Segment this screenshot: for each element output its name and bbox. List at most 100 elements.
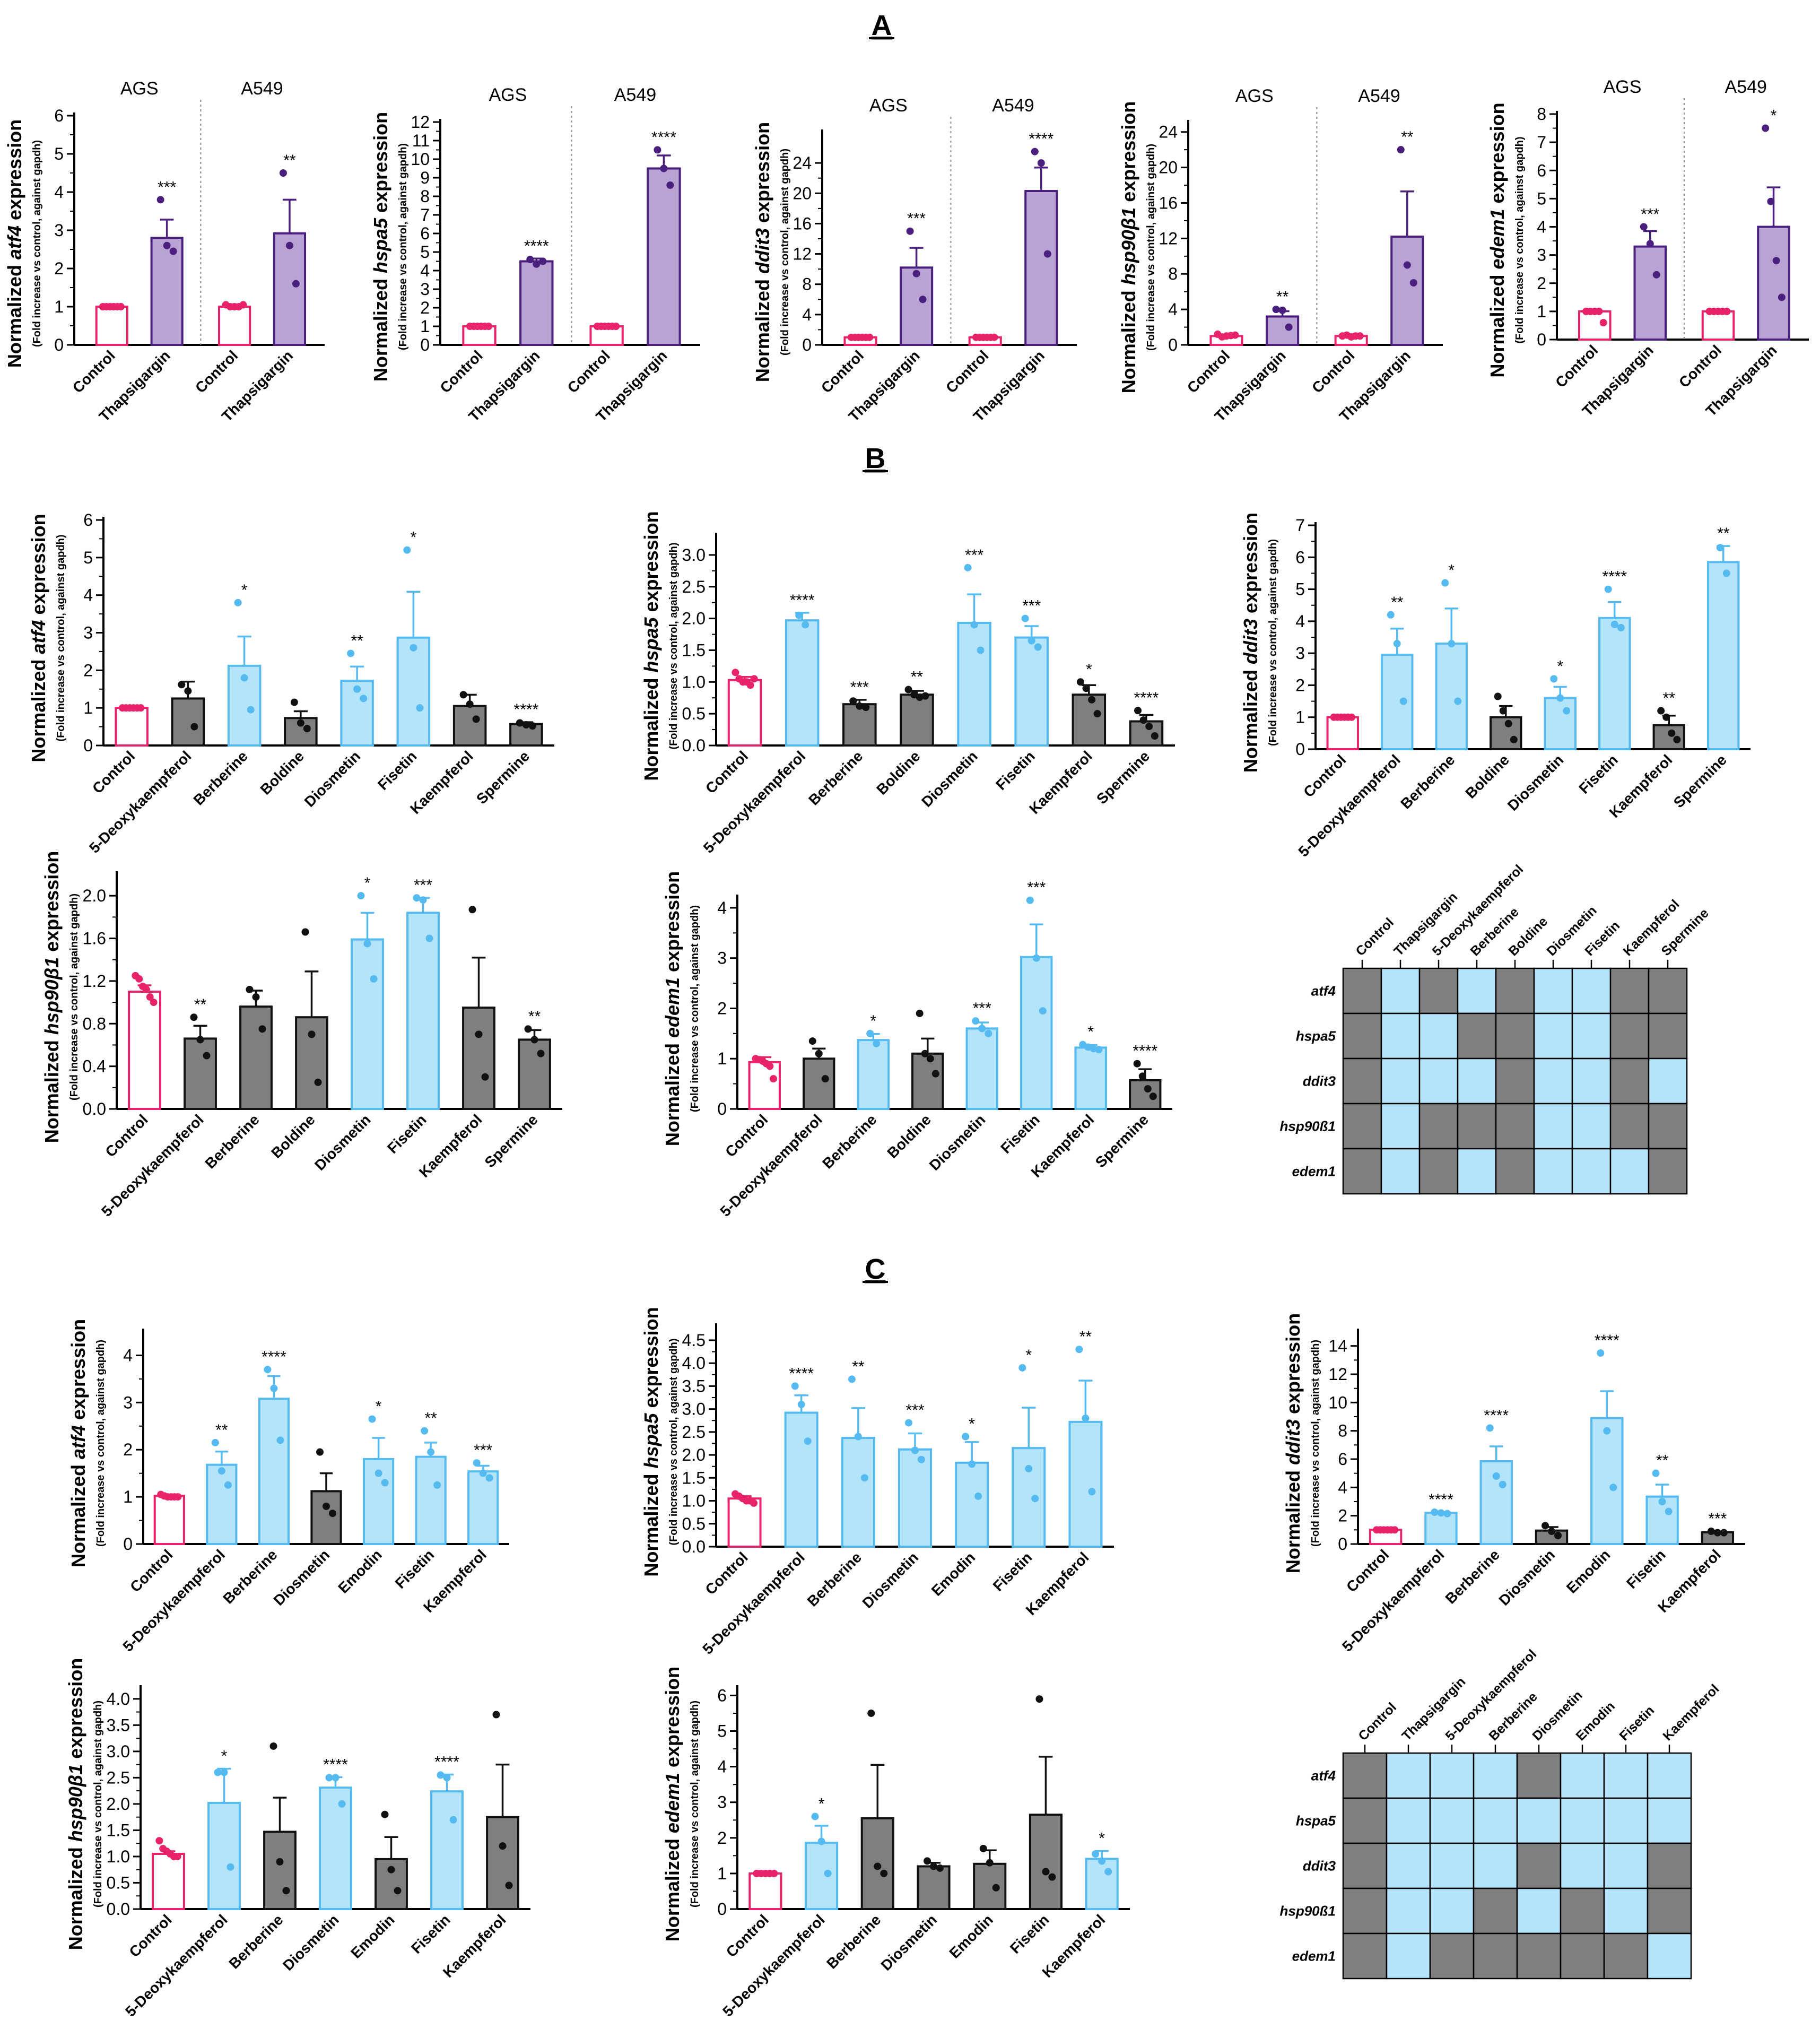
heatmap-cell xyxy=(1647,1797,1692,1844)
y-axis-sublabel: (Fold increase vs control, against gapdh… xyxy=(1267,539,1279,746)
heatmap-cell xyxy=(1603,1842,1649,1889)
data-point xyxy=(1042,1868,1050,1876)
x-tick-label: Control xyxy=(818,347,867,396)
data-point xyxy=(1556,694,1564,702)
y-tick-label: 0.8 xyxy=(83,1014,106,1033)
y-tick-label: 1.5 xyxy=(682,1468,706,1487)
x-tick-label: Diosmetin xyxy=(918,748,981,810)
heatmap-cell xyxy=(1560,1752,1605,1799)
data-point xyxy=(419,896,427,904)
data-point xyxy=(475,1030,483,1038)
data-point xyxy=(325,1774,333,1782)
data-point xyxy=(524,1025,532,1033)
x-tick-label: Spermine xyxy=(1093,748,1153,807)
data-point xyxy=(449,1816,457,1824)
heatmap-cell xyxy=(1609,967,1650,1014)
data-point xyxy=(537,1050,545,1057)
data-point xyxy=(1104,1868,1112,1876)
y-tick-label: 0 xyxy=(123,1534,133,1554)
y-axis-sublabel: (Fold increase vs control, against gapdh… xyxy=(689,905,701,1112)
y-tick-label: 24 xyxy=(1159,123,1178,142)
significance-label: **** xyxy=(262,1348,286,1366)
data-point xyxy=(363,940,371,948)
significance-label: *** xyxy=(850,679,869,696)
heatmap-cell xyxy=(1647,1842,1692,1889)
y-tick-label: 0 xyxy=(1168,335,1178,354)
x-tick-label: Fisetin xyxy=(992,748,1038,793)
bar xyxy=(1544,697,1577,750)
x-tick-label: Spermine xyxy=(482,1111,541,1170)
data-point xyxy=(968,1460,976,1468)
data-point xyxy=(353,685,361,693)
x-tick-label: Emodin xyxy=(928,1549,979,1599)
y-axis-sublabel: (Fold increase vs control, against gapdh… xyxy=(668,542,680,749)
y-axis-sublabel: (Fold increase vs control, against gapdh… xyxy=(92,1701,104,1907)
data-point xyxy=(1499,1481,1506,1488)
data-point xyxy=(270,1384,278,1392)
y-tick-label: 14 xyxy=(1328,1337,1347,1356)
heatmap-cell xyxy=(1648,1012,1688,1060)
x-tick-label: Emodin xyxy=(335,1546,385,1597)
significance-label: ** xyxy=(1276,288,1289,306)
heatmap-cell xyxy=(1386,1752,1431,1799)
y-tick-label: 2 xyxy=(123,1440,133,1459)
significance-label: * xyxy=(969,1416,975,1433)
y-tick-label: 0 xyxy=(1537,330,1546,349)
data-point xyxy=(912,270,920,277)
x-tick-label: Berberine xyxy=(225,1911,286,1972)
x-tick-label: Berberine xyxy=(819,1111,879,1172)
data-point xyxy=(1133,1060,1141,1068)
data-point xyxy=(142,985,150,993)
significance-label: * xyxy=(221,1748,228,1765)
y-tick-label: 3 xyxy=(1537,246,1546,265)
bar xyxy=(351,938,384,1111)
data-point xyxy=(479,1469,487,1477)
data-point xyxy=(387,1866,395,1874)
heatmap-row-label: ddit3 xyxy=(1303,1073,1336,1089)
chart-B2: 0.0 0.5 1.0 1.5 2.0 2.5 3.0 Normalized hspa5 ex… xyxy=(640,511,1175,856)
data-point xyxy=(1278,306,1286,314)
chart-B1: 0 1 2 3 4 5 6 Normalized atf4 expression (Fold i… xyxy=(28,510,554,856)
data-point xyxy=(203,1052,211,1060)
y-tick-label: 1.0 xyxy=(107,1847,130,1866)
data-point xyxy=(1272,306,1280,314)
x-tick-label: Control xyxy=(1552,342,1601,391)
data-point xyxy=(360,695,368,703)
data-point xyxy=(1031,1495,1039,1503)
data-point xyxy=(1092,1850,1100,1858)
x-tick-label: Spermine xyxy=(473,748,533,807)
heatmap-row-label: edem1 xyxy=(1292,1164,1336,1180)
data-point xyxy=(1409,279,1417,287)
y-tick-label: 10 xyxy=(411,150,430,169)
data-point xyxy=(911,1446,919,1454)
data-point xyxy=(1347,713,1355,721)
y-tick-label: 0 xyxy=(717,1900,727,1919)
bar xyxy=(748,1061,781,1111)
data-point xyxy=(612,323,620,330)
section-label-c: C xyxy=(865,1253,886,1285)
data-point xyxy=(1716,544,1724,552)
significance-label: **** xyxy=(1029,131,1053,148)
data-point xyxy=(1231,331,1239,339)
heatmap-cell xyxy=(1342,1842,1388,1889)
significance-label: * xyxy=(818,1796,825,1813)
cell-line-label: A549 xyxy=(1725,77,1767,97)
data-point xyxy=(117,303,125,310)
data-point xyxy=(1492,1472,1500,1480)
y-tick-label: 4 xyxy=(1168,300,1178,319)
heatmap-cell xyxy=(1647,1932,1692,1980)
heatmap-cell xyxy=(1380,1103,1421,1150)
x-tick-label: Fisetin xyxy=(990,1549,1035,1594)
bar xyxy=(486,1816,519,1911)
data-point xyxy=(1082,684,1090,692)
data-point xyxy=(276,1858,284,1866)
y-tick-label: 0 xyxy=(1295,740,1305,759)
x-tick-label: Control xyxy=(1184,347,1233,396)
data-point xyxy=(190,1013,198,1021)
y-tick-label: 2.5 xyxy=(682,577,706,596)
bar xyxy=(115,707,149,747)
y-axis-sublabel: (Fold increase vs control, against gapdh… xyxy=(689,1701,701,1907)
significance-label: **** xyxy=(1484,1407,1509,1424)
heatmap-row-label: hsp90ß1 xyxy=(1280,1903,1336,1919)
